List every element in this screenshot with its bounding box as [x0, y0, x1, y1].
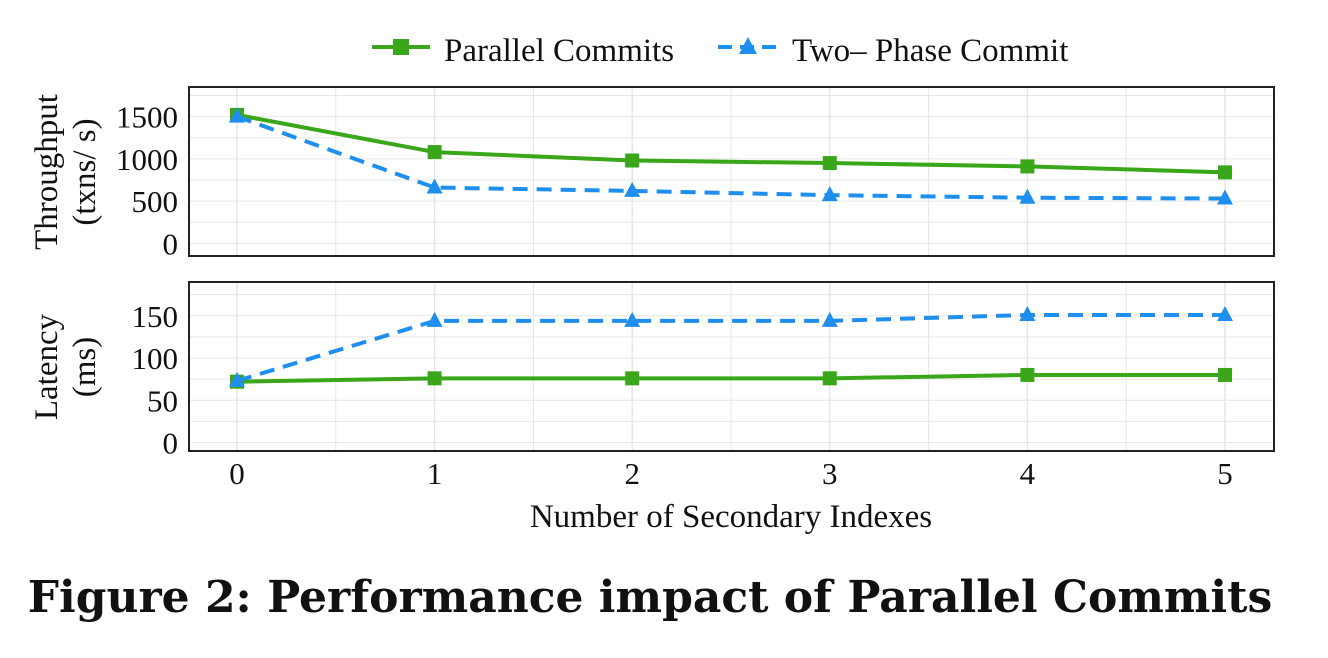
x-tick-label: 5 [1217, 456, 1233, 491]
legend-marker-square [393, 39, 409, 55]
latency-two-phase-commit-point [229, 371, 245, 387]
latency-plot-frame [188, 281, 1275, 452]
x-tick-label: 0 [229, 456, 245, 491]
throughput-parallel-commits-line [236, 112, 1226, 175]
latency-panel: 0 50 100 150 Latency (ms) [29, 281, 1275, 461]
latency-two-phase-commit-line [236, 312, 1225, 383]
latency-two-phase-commit-point [1217, 305, 1233, 321]
throughput-ytick-label: 1500 [116, 100, 178, 135]
latency-ytick-label: 0 [163, 426, 179, 461]
throughput-two-phase-commit-point [1019, 188, 1036, 204]
throughput-ytick-label: 1000 [116, 142, 178, 177]
legend-marker-triangle [739, 37, 757, 54]
throughput-two-phase-commit-point [229, 107, 245, 123]
throughput-two-phase-commit-point [821, 186, 838, 202]
chart-figure: Parallel Commits Two– Phase Commit 05001… [29, 33, 1275, 535]
latency-two-phase-commit-point [1019, 305, 1036, 321]
throughput-ylabel-line1: Throughput [29, 94, 65, 250]
x-tick-label: 2 [624, 456, 640, 491]
latency-ylabel-line2: (ms) [67, 337, 103, 398]
latency-ytick-label: 150 [132, 299, 179, 334]
throughput-two-phase-commit-point [624, 181, 641, 197]
latency-y-ticks: 0 50 100 150 [132, 299, 179, 461]
legend-label-two-phase-commit: Two– Phase Commit [792, 33, 1068, 69]
throughput-two-phase-commit-point [426, 178, 443, 194]
figure-caption: Figure 2: Performance impact of Parallel… [27, 572, 1273, 623]
throughput-ytick-label: 0 [163, 226, 179, 261]
latency-parallel-commits-point [427, 371, 442, 386]
throughput-ytick-label: 500 [132, 184, 179, 219]
latency-ytick-label: 50 [147, 383, 178, 418]
latency-two-phase-commit-point [624, 311, 641, 327]
x-tick-label: 3 [822, 456, 838, 491]
throughput-parallel-commits-point [822, 156, 837, 171]
latency-parallel-commits-point [625, 371, 640, 386]
latency-parallel-commits-point [1218, 367, 1232, 382]
legend-label-parallel-commits: Parallel Commits [444, 33, 674, 69]
x-axis-ticks: 0 1 2 3 4 5 [229, 456, 1233, 491]
latency-two-phase-commit-point [821, 311, 838, 327]
throughput-ylabel-line2: (txns/ s) [67, 118, 103, 225]
throughput-series [229, 107, 1233, 205]
latency-parallel-commits-point [1020, 367, 1035, 382]
latency-ytick-label: 100 [132, 341, 179, 376]
throughput-parallel-commits-point [1218, 165, 1232, 180]
throughput-grid [189, 87, 1274, 256]
latency-ylabel-line1: Latency [29, 313, 65, 420]
throughput-plot-frame [188, 86, 1275, 257]
throughput-parallel-commits-point [427, 145, 442, 160]
throughput-two-phase-commit-line [236, 114, 1226, 201]
latency-parallel-commits-point [822, 371, 837, 386]
throughput-parallel-commits-point [1020, 159, 1035, 174]
latency-grid [189, 282, 1274, 451]
legend: Parallel Commits Two– Phase Commit [372, 33, 1068, 69]
throughput-y-ticks: 0 500 1000 1500 [116, 100, 178, 262]
x-tick-label: 4 [1020, 456, 1036, 491]
x-tick-label: 1 [427, 456, 443, 491]
throughput-parallel-commits-point [625, 153, 640, 168]
x-axis-label: Number of Secondary Indexes [530, 499, 932, 535]
latency-series [229, 305, 1233, 389]
latency-parallel-commits-line [236, 372, 1225, 384]
throughput-panel: 0 500 1000 1500 Throughput (txns/ s) [29, 86, 1275, 262]
throughput-two-phase-commit-point [1217, 189, 1233, 205]
latency-two-phase-commit-point [426, 311, 443, 327]
